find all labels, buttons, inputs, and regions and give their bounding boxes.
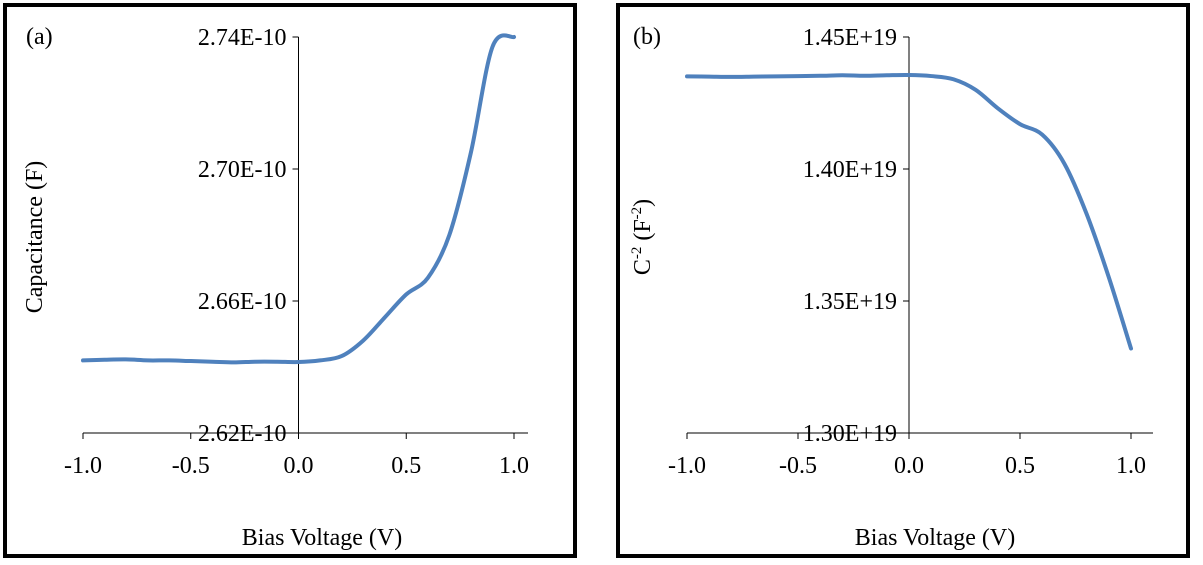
x-axis-label-a: Bias Voltage (V)	[242, 525, 402, 551]
y-axis-label-base-b: C	[630, 259, 656, 275]
x-tick-label-b: 0.5	[1005, 453, 1035, 479]
x-tick-label-b: 1.0	[1116, 453, 1146, 479]
panel-label-b: (b)	[633, 24, 661, 50]
y-axis-label-unit-close-b: )	[630, 199, 656, 207]
chart-panel-b: (b) C-2 (F-2) Bias Voltage (V) -1.0 -0.5 0…	[616, 3, 1190, 558]
y-axis-label-exponent-b: -2	[629, 247, 645, 260]
y-tick-label-b: 1.40E+19	[803, 157, 897, 183]
series-line-a	[81, 33, 516, 365]
axes-b: -1.0 -0.5 0.0 0.5 1.0 1.30E+19 1.35E+19 1.40E+1…	[668, 25, 1153, 479]
y-axis-label-b: C-2 (F-2)	[629, 199, 656, 275]
chart-panel-a: (a) Capacitance (F) Bias Voltage (V) -1.…	[3, 3, 577, 558]
y-tick-label-b: 1.45E+19	[803, 25, 897, 51]
y-axis-label-unit-open-b: (F	[630, 219, 656, 246]
y-axis-label-a: Capacitance (F)	[22, 161, 48, 314]
series-line-b	[685, 72, 1133, 351]
y-tick-label-a: 2.66E-10	[198, 289, 287, 315]
x-tick-label-b: -1.0	[668, 453, 706, 479]
chart-b-svg: (b) C-2 (F-2) Bias Voltage (V) -1.0 -0.5 0…	[629, 24, 1153, 551]
x-tick-label-a: -1.0	[64, 453, 102, 479]
y-axis-label-unit-exponent-b: -2	[629, 207, 645, 220]
x-tick-label-a: 1.0	[499, 453, 529, 479]
x-tick-label-a: 0.5	[391, 453, 421, 479]
x-axis-label-b: Bias Voltage (V)	[855, 525, 1015, 551]
y-axis-label-text-a: Capacitance (F)	[22, 161, 48, 314]
x-tick-label-b: -0.5	[779, 453, 817, 479]
axes-a: -1.0 -0.5 0.0 0.5 1.0 2.62E-10 2.66E-10 2.70E-1…	[64, 25, 529, 479]
y-tick-label-a: 2.74E-10	[198, 25, 287, 51]
y-tick-label-a: 2.62E-10	[198, 421, 287, 447]
y-tick-label-b: 1.35E+19	[803, 289, 897, 315]
y-tick-label-b: 1.30E+19	[803, 421, 897, 447]
x-tick-label-a: 0.0	[284, 453, 314, 479]
panel-label-a: (a)	[26, 24, 53, 50]
x-tick-label-b: 0.0	[894, 453, 924, 479]
y-tick-label-a: 2.70E-10	[198, 157, 287, 183]
chart-a-svg: (a) Capacitance (F) Bias Voltage (V) -1.…	[22, 24, 529, 551]
x-tick-label-a: -0.5	[172, 453, 210, 479]
